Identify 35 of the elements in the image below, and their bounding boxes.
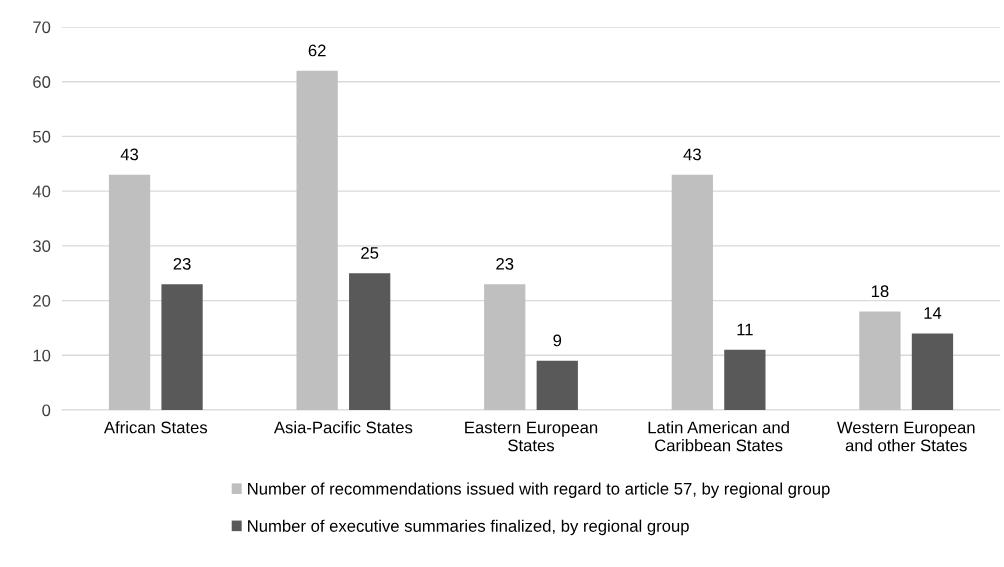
data-label: 23 (496, 257, 514, 270)
bar (536, 360, 578, 410)
y-tick-label: 60 (33, 76, 51, 88)
data-label: 9 (553, 334, 562, 347)
data-label: 23 (173, 257, 191, 270)
y-tick-label: 70 (33, 21, 51, 34)
bar (484, 284, 526, 410)
bar (161, 284, 203, 410)
y-tick-label: 30 (32, 240, 51, 253)
bar (911, 333, 954, 410)
data-label: 11 (737, 323, 753, 336)
bar (671, 174, 713, 410)
x-tick-label: Eastern European States (465, 421, 598, 452)
y-tick-label: 0 (42, 404, 51, 417)
x-tick-label: Latin American and Caribbean States (648, 421, 789, 452)
y-tick-label: 50 (33, 130, 51, 143)
x-tick-label: African States (103, 421, 208, 434)
bar (859, 311, 901, 410)
data-label: 25 (361, 247, 379, 259)
legend-label: Number of recommendations issued with regard to article 57, by regional group (248, 482, 830, 498)
data-label: 18 (871, 285, 889, 298)
data-label: 43 (683, 148, 701, 161)
y-tick-label: 20 (33, 294, 51, 307)
x-tick-label: Western European and other States (836, 421, 975, 452)
bar (296, 70, 338, 410)
legend-label: Number of executive summaries finalized, by regional group (248, 519, 689, 536)
data-label: 43 (120, 148, 139, 161)
bar (724, 349, 766, 410)
bar (108, 174, 151, 410)
y-tick-label: 40 (32, 185, 51, 198)
bar (349, 273, 391, 410)
x-tick-label: Asia-Pacific States (273, 421, 413, 434)
data-label: 62 (308, 44, 326, 57)
data-label: 14 (924, 307, 942, 319)
y-tick-label: 10 (33, 349, 51, 362)
